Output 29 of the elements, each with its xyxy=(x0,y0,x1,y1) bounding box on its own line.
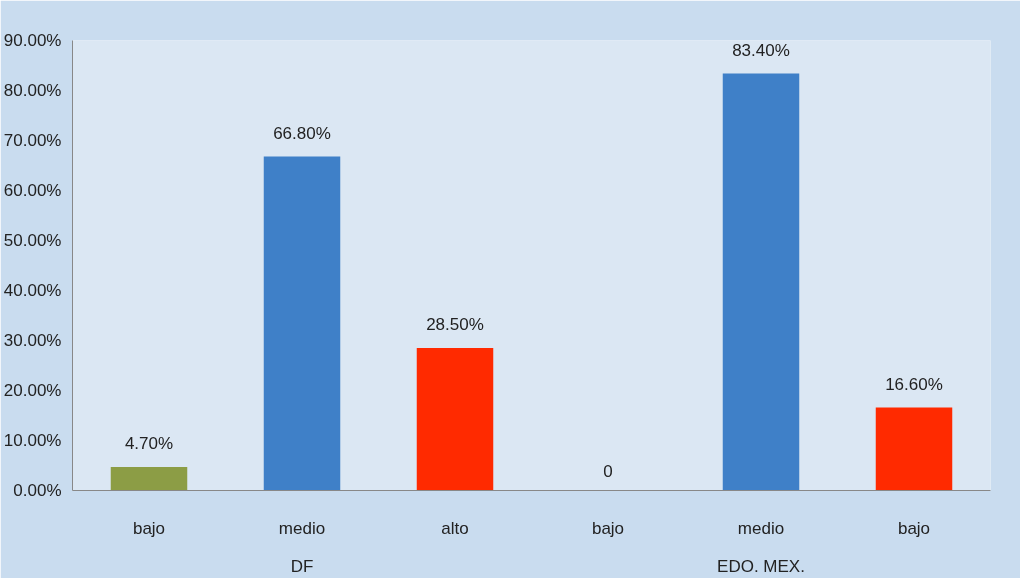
y-tick-label: 80.00% xyxy=(3,81,62,100)
x-tick-label: bajo xyxy=(591,518,625,538)
y-tick-label: 50.00% xyxy=(3,231,62,250)
x-tick-label: bajo xyxy=(897,518,931,538)
bar xyxy=(416,348,494,491)
bar xyxy=(110,467,188,491)
text: DF xyxy=(290,556,314,576)
y-tick-label: 40.00% xyxy=(3,281,62,300)
data-label: 16.60% xyxy=(885,374,943,394)
data-label: 28.50% xyxy=(426,315,484,334)
x-tick-label: medio xyxy=(737,518,785,538)
y-tick-label: 20.00% xyxy=(3,381,62,400)
x-tick-label: bajo xyxy=(132,518,166,538)
bar xyxy=(722,73,800,491)
data-label: 4.70% xyxy=(124,434,174,453)
data-label: 83.40% xyxy=(732,40,790,60)
y-tick-label: 90.00% xyxy=(3,31,62,50)
x-tick-label: alto xyxy=(441,518,469,538)
bar xyxy=(263,156,341,491)
data-label: 0 xyxy=(603,461,613,481)
y-tick-label: 10.00% xyxy=(3,431,62,450)
text: EDO. MEX. xyxy=(717,556,805,576)
y-tick-label: 30.00% xyxy=(3,331,62,350)
data-label: 66.80% xyxy=(273,123,331,143)
y-tick-label: 0.00% xyxy=(13,481,62,500)
bar xyxy=(875,407,953,491)
y-tick-label: 60.00% xyxy=(3,181,62,200)
x-tick-label: medio xyxy=(278,518,326,538)
y-tick-label: 70.00% xyxy=(3,131,62,150)
